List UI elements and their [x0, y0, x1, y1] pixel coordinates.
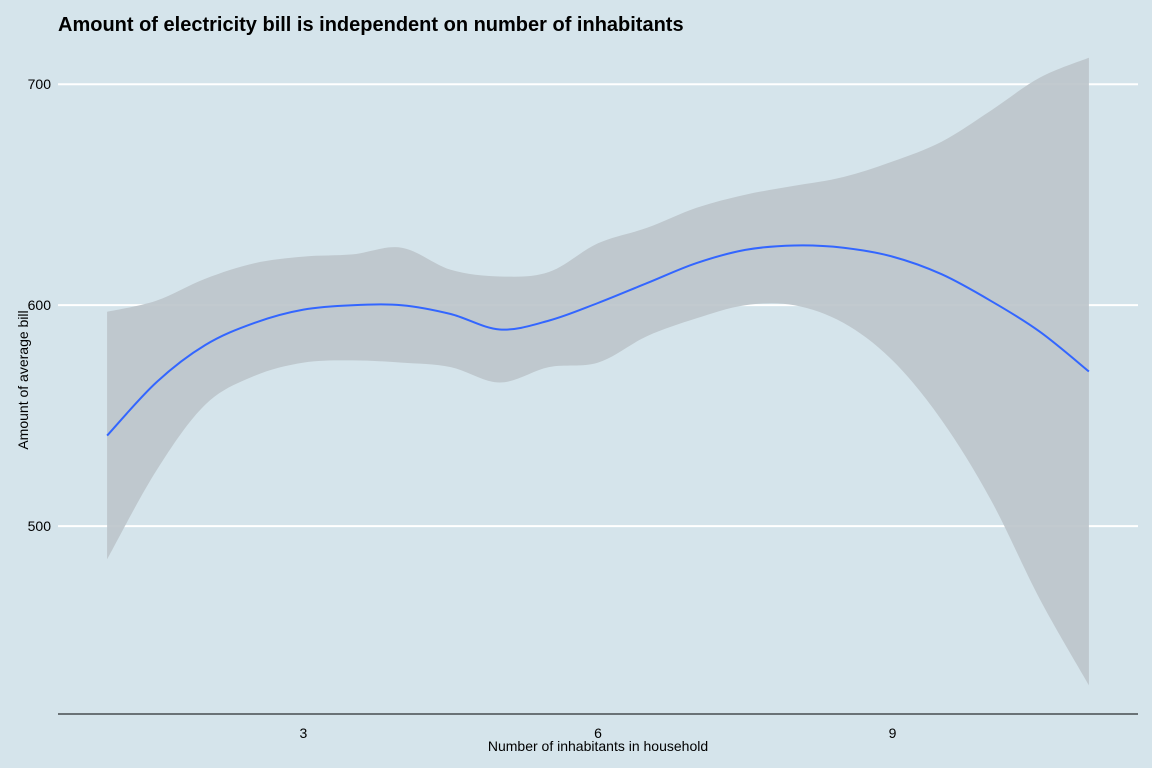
x-tick-label: 9 [889, 725, 897, 741]
x-tick-label: 6 [594, 725, 602, 741]
smooth-trend-line [106, 244, 1090, 437]
confidence-band [107, 57, 1089, 686]
y-tick-label: 600 [28, 297, 52, 313]
y-tick-label: 700 [28, 76, 52, 92]
y-axis-title: Amount of average bill [15, 310, 31, 450]
chart-title: Amount of electricity bill is independen… [58, 14, 684, 36]
x-tick-label: 3 [300, 725, 308, 741]
x-axis-title: Number of inhabitants in household [487, 738, 709, 754]
y-tick-label: 500 [28, 518, 52, 534]
